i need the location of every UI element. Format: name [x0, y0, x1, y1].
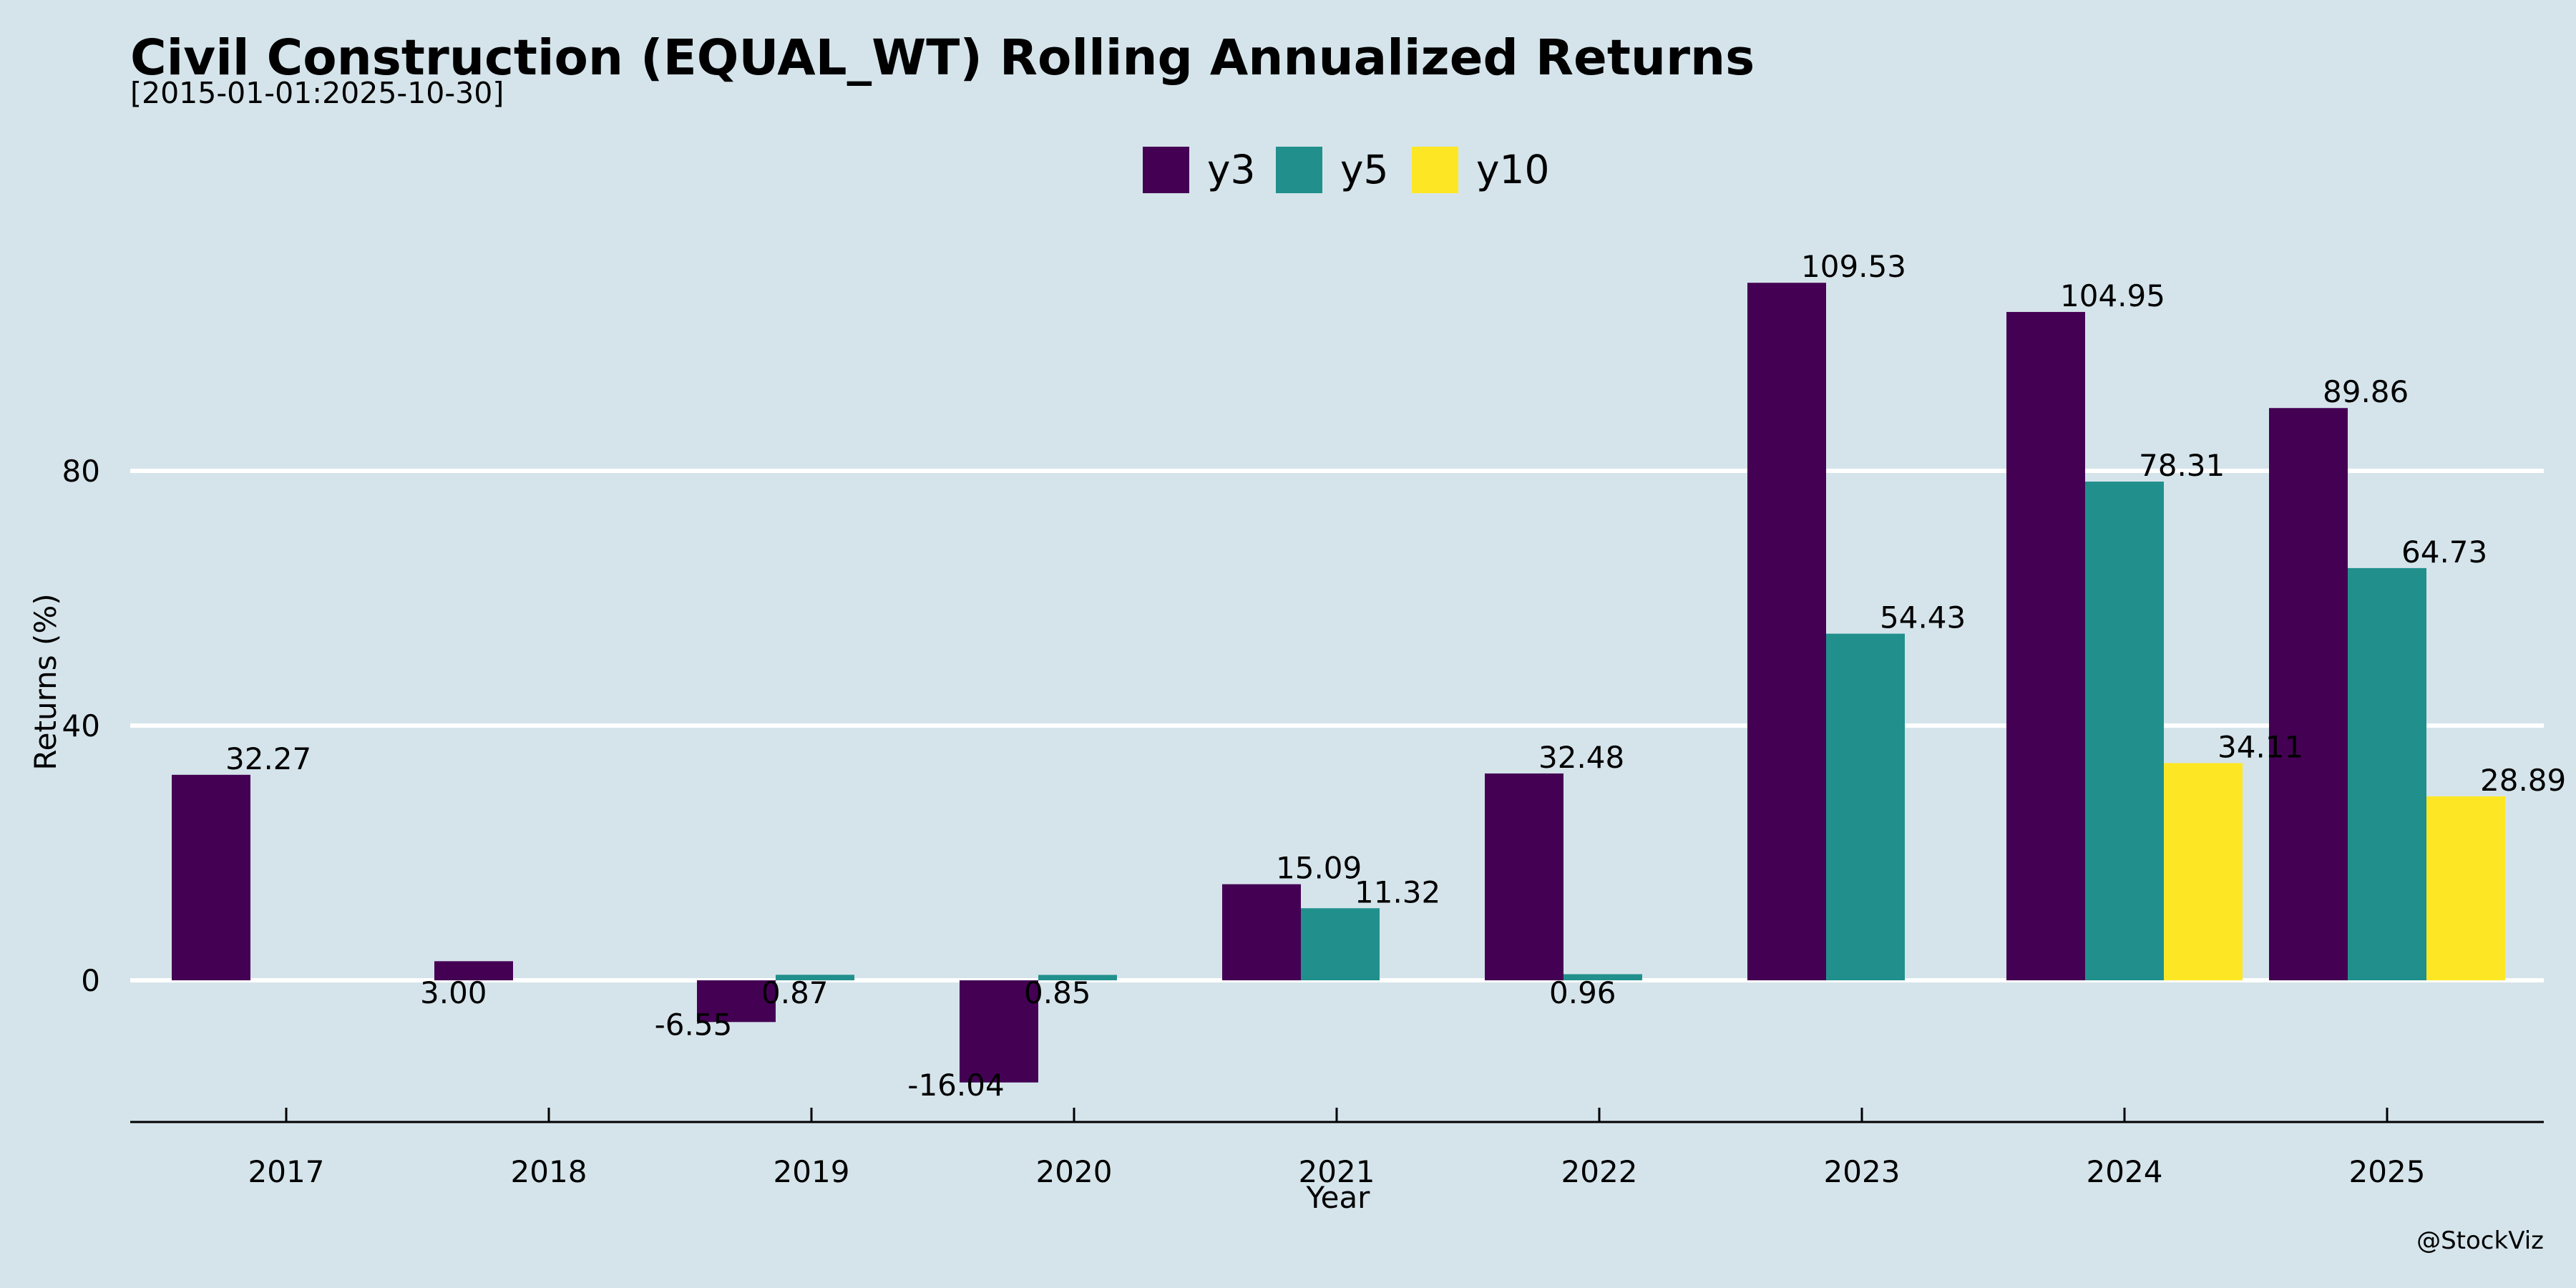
y-tick-label: 0: [81, 963, 100, 998]
data-label-y3: 89.86: [2323, 374, 2409, 409]
bar-y3: [2269, 408, 2348, 980]
bar-y3: [172, 774, 250, 980]
bar-y3: [960, 980, 1038, 1083]
bar-y3: [434, 961, 513, 980]
bar-y3: [1485, 773, 1563, 980]
x-axis-label: Year: [1306, 1180, 1371, 1215]
y-axis-ticks: 0 40 80: [62, 454, 100, 998]
x-tick-label: 2019: [774, 1154, 850, 1189]
bar-y10: [2164, 763, 2243, 980]
data-label-y5: 0.87: [761, 975, 829, 1010]
data-label-y3: 104.95: [2060, 278, 2165, 313]
bars: [172, 283, 2505, 1083]
bar-y10: [2426, 796, 2505, 980]
x-tick-label: 2017: [248, 1154, 325, 1189]
chart-title: Civil Construction (EQUAL_WT) Rolling An…: [130, 29, 1755, 87]
data-label-y3: -6.55: [655, 1007, 733, 1042]
data-label-y5: 54.43: [1880, 600, 1966, 635]
bar-y5: [1038, 975, 1117, 980]
y-tick-label: 40: [62, 708, 100, 743]
data-label-y3: 109.53: [1801, 249, 1906, 284]
bar-y5: [2085, 482, 2164, 980]
legend-swatch-y10: [1412, 147, 1458, 193]
x-tick-label: 2024: [2087, 1154, 2163, 1189]
chart-subtitle: [2015-01-01:2025-10-30]: [130, 76, 504, 110]
data-label-y3: 15.09: [1276, 851, 1362, 886]
bar-y5: [1301, 908, 1380, 980]
x-axis: 2017 2018 2019 2020 2021 2022 2023 2024 2025: [130, 1108, 2544, 1189]
data-label-y3: 3.00: [420, 975, 487, 1010]
data-label-y5: 11.32: [1355, 874, 1440, 909]
bar-y3: [2006, 311, 2085, 980]
legend-label-y5: y5: [1340, 147, 1389, 192]
bar-y5: [1826, 633, 1905, 980]
data-label-y5: 0.85: [1024, 975, 1091, 1010]
legend-swatch-y5: [1276, 147, 1322, 193]
bar-y3: [1222, 884, 1301, 980]
x-tick-label: 2021: [1299, 1154, 1375, 1189]
x-tick-label: 2022: [1561, 1154, 1638, 1189]
legend-label-y10: y10: [1476, 147, 1550, 192]
y-tick-label: 80: [62, 454, 100, 489]
y-axis-label: Returns (%): [28, 593, 63, 770]
data-label-y10: 34.11: [2218, 729, 2303, 764]
credit: @StockViz: [2416, 1226, 2544, 1255]
bar-y5: [2348, 567, 2426, 980]
x-tick-label: 2025: [2349, 1154, 2426, 1189]
data-label-y5: 64.73: [2401, 535, 2487, 570]
x-tick-label: 2018: [511, 1154, 587, 1189]
x-tick-label: 2020: [1036, 1154, 1113, 1189]
x-tick-label: 2023: [1824, 1154, 1901, 1189]
data-label-y5: 0.96: [1549, 975, 1616, 1010]
data-label-y3: 32.27: [225, 741, 311, 776]
data-label-y3: -16.04: [907, 1068, 1004, 1103]
data-label-y10: 28.89: [2480, 763, 2566, 798]
legend-label-y3: y3: [1207, 147, 1256, 192]
legend-swatch-y3: [1143, 147, 1189, 193]
bar-y3: [1747, 283, 1826, 981]
legend: y3 y5 y10: [1143, 147, 1550, 193]
bar-y5: [1563, 974, 1642, 980]
data-label-y5: 78.31: [2139, 448, 2225, 483]
data-label-y3: 32.48: [1538, 740, 1624, 775]
bar-y3: [697, 980, 776, 1023]
bar-y5: [776, 975, 854, 980]
